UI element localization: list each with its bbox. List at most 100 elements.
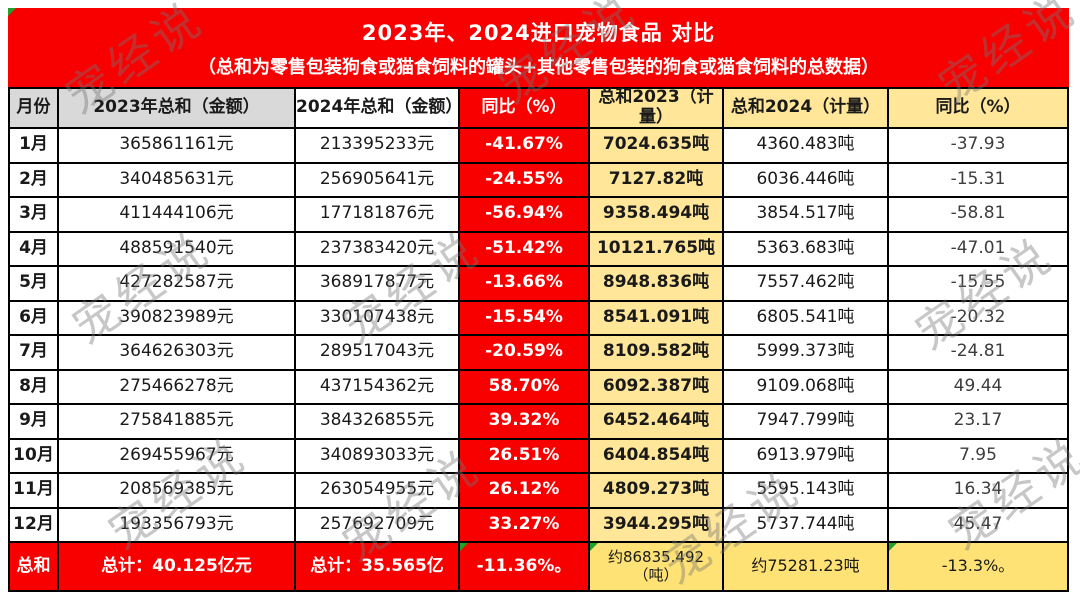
cell-amount-2023: 340485631元	[59, 163, 296, 198]
cell-month: 8月	[10, 370, 59, 405]
cell-month: 7月	[10, 336, 59, 371]
cell-month: 9月	[10, 405, 59, 440]
title-banner: 2023年、2024进口宠物食品 对比 （总和为零售包装狗食或猫食饲料的罐头+其…	[8, 8, 1069, 87]
table-row: 11月 208569385元 263054955元 26.12% 4809.27…	[10, 474, 1069, 509]
cell-yoy-amount: 58.70%	[460, 370, 590, 405]
cell-qty-2023: 7127.82吨	[590, 163, 724, 198]
total-yoy-qty-value: -13.3%。	[941, 556, 1015, 576]
cell-qty-2023: 3944.295吨	[590, 508, 724, 543]
cell-total-yoy-qty: -13.3%。	[889, 543, 1069, 592]
cell-amount-2024: 384326855元	[296, 405, 460, 440]
total-yoy-amount-value: -11.36%。	[476, 555, 572, 576]
green-flag-icon	[460, 543, 468, 551]
cell-qty-2024: 5363.683吨	[724, 232, 889, 267]
cell-amount-2024: 257692709元	[296, 508, 460, 543]
cell-qty-2023: 8948.836吨	[590, 267, 724, 302]
cell-amount-2023: 275466278元	[59, 370, 296, 405]
cell-month: 10月	[10, 439, 59, 474]
column-header-month: 月份	[10, 89, 59, 129]
cell-yoy-amount: 39.32%	[460, 405, 590, 440]
cell-yoy-qty: -58.81	[889, 198, 1069, 233]
cell-yoy-amount: -20.59%	[460, 336, 590, 371]
table-row: 9月 275841885元 384326855元 39.32% 6452.464…	[10, 405, 1069, 440]
green-flag-icon	[590, 543, 598, 551]
total-qty-2023-line2: （吨）	[633, 565, 679, 584]
cell-qty-2024: 7947.799吨	[724, 405, 889, 440]
green-flag-icon	[889, 543, 897, 551]
cell-qty-2024: 4360.483吨	[724, 129, 889, 164]
cell-qty-2024: 7557.462吨	[724, 267, 889, 302]
cell-qty-2024: 6913.979吨	[724, 439, 889, 474]
cell-amount-2024: 368917877元	[296, 267, 460, 302]
cell-amount-2023: 208569385元	[59, 474, 296, 509]
cell-total-qty-2023: 约86835.492 （吨）	[590, 543, 724, 592]
cell-total-yoy-amount: -11.36%。	[460, 543, 590, 592]
table-row: 8月 275466278元 437154362元 58.70% 6092.387…	[10, 370, 1069, 405]
cell-qty-2024: 6036.446吨	[724, 163, 889, 198]
table-row: 7月 364626303元 289517043元 -20.59% 8109.58…	[10, 336, 1069, 371]
cell-qty-2023: 6404.854吨	[590, 439, 724, 474]
cell-amount-2024: 237383420元	[296, 232, 460, 267]
header-row: 月份 2023年总和（金额） 2024年总和（金额） 同比（%） 总和2023（…	[10, 88, 1069, 129]
cell-amount-2024: 177181876元	[296, 198, 460, 233]
cell-qty-2024: 5595.143吨	[724, 474, 889, 509]
cell-qty-2023: 4809.273吨	[590, 474, 724, 509]
cell-amount-2024: 437154362元	[296, 370, 460, 405]
cell-amount-2024: 213395233元	[296, 129, 460, 164]
cell-yoy-amount: -51.42%	[460, 232, 590, 267]
cell-yoy-qty: -15.31	[889, 163, 1069, 198]
cell-qty-2024: 6805.541吨	[724, 301, 889, 336]
cell-yoy-amount: 33.27%	[460, 508, 590, 543]
page-subtitle: （总和为零售包装狗食或猫食饲料的罐头+其他零售包装的狗食或猫食饲料的总数据）	[197, 56, 880, 78]
table-row: 2月 340485631元 256905641元 -24.55% 7127.82…	[10, 163, 1069, 198]
cell-qty-2023: 6092.387吨	[590, 370, 724, 405]
cell-yoy-amount: -15.54%	[460, 301, 590, 336]
cell-total-amount-2024: 总计：35.565亿	[296, 543, 460, 592]
column-header-qty-2024: 总和2024（计量）	[724, 89, 889, 129]
cell-qty-2023: 8541.091吨	[590, 301, 724, 336]
cell-amount-2023: 364626303元	[59, 336, 296, 371]
cell-yoy-qty: -20.32	[889, 301, 1069, 336]
page-title: 2023年、2024进口宠物食品 对比	[361, 20, 716, 45]
cell-yoy-amount: -41.67%	[460, 129, 590, 164]
cell-qty-2023: 8109.582吨	[590, 336, 724, 371]
cell-month: 6月	[10, 301, 59, 336]
cell-yoy-amount: -13.66%	[460, 267, 590, 302]
cell-month: 12月	[10, 508, 59, 543]
cell-yoy-qty: -47.01	[889, 232, 1069, 267]
cell-total-qty-2024: 约75281.23吨	[724, 543, 889, 592]
cell-total-label: 总和	[10, 543, 59, 592]
cell-amount-2024: 256905641元	[296, 163, 460, 198]
table-row: 10月 269455967元 340893033元 26.51% 6404.85…	[10, 439, 1069, 474]
table-row: 3月 411444106元 177181876元 -56.94% 9358.49…	[10, 198, 1069, 233]
cell-month: 3月	[10, 198, 59, 233]
table-row: 4月 488591540元 237383420元 -51.42% 10121.7…	[10, 232, 1069, 267]
cell-yoy-amount: 26.12%	[460, 474, 590, 509]
table-row: 5月 427282587元 368917877元 -13.66% 8948.83…	[10, 267, 1069, 302]
green-flag-icon	[8, 8, 16, 16]
cell-yoy-qty: -37.93	[889, 129, 1069, 164]
cell-yoy-qty: 45.47	[889, 508, 1069, 543]
column-header-yoy-qty: 同比（%）	[889, 89, 1069, 129]
comparison-table: 月份 2023年总和（金额） 2024年总和（金额） 同比（%） 总和2023（…	[8, 87, 1069, 592]
cell-amount-2024: 289517043元	[296, 336, 460, 371]
cell-yoy-qty: 16.34	[889, 474, 1069, 509]
cell-amount-2023: 411444106元	[59, 198, 296, 233]
cell-yoy-qty: -15.55	[889, 267, 1069, 302]
cell-amount-2024: 340893033元	[296, 439, 460, 474]
cell-amount-2023: 193356793元	[59, 508, 296, 543]
cell-qty-2023: 6452.464吨	[590, 405, 724, 440]
cell-qty-2023: 7024.635吨	[590, 129, 724, 164]
cell-qty-2023: 10121.765吨	[590, 232, 724, 267]
cell-yoy-amount: 26.51%	[460, 439, 590, 474]
cell-amount-2023: 269455967元	[59, 439, 296, 474]
cell-qty-2023: 9358.494吨	[590, 198, 724, 233]
cell-yoy-amount: -56.94%	[460, 198, 590, 233]
cell-qty-2024: 5737.744吨	[724, 508, 889, 543]
column-header-amount-2023: 2023年总和（金额）	[59, 89, 296, 129]
cell-amount-2024: 330107438元	[296, 301, 460, 336]
cell-amount-2023: 427282587元	[59, 267, 296, 302]
cell-yoy-qty: 7.95	[889, 439, 1069, 474]
cell-amount-2023: 365861161元	[59, 129, 296, 164]
column-header-qty-2023: 总和2023（计量）	[590, 88, 724, 129]
